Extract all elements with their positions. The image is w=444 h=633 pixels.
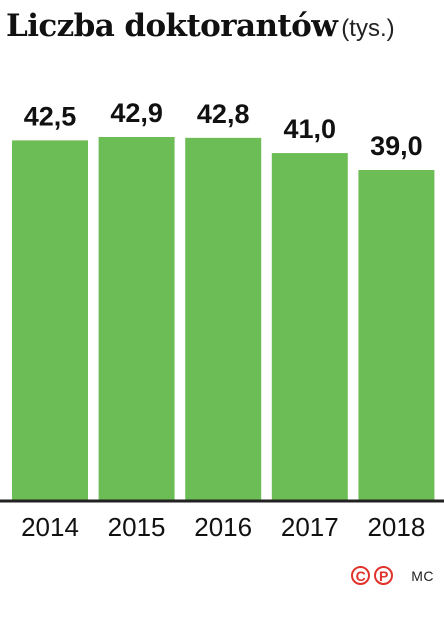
bar-2016 [185,137,262,500]
chart-title: Liczba doktorantów [6,8,338,44]
value-label-2016: 42,8 [197,99,250,129]
value-label-2017: 41,0 [284,114,337,144]
x-tick-2018: 2018 [367,512,425,542]
x-tick-2016: 2016 [194,512,252,542]
x-tick-2017: 2017 [281,512,339,542]
x-tick-2015: 2015 [108,512,166,542]
bar-2014 [12,140,88,500]
value-label-2015: 42,9 [110,98,163,128]
chart-title-row: Liczba doktorantów (tys.) [6,8,395,44]
value-label-2018: 39,0 [370,131,423,161]
copyright-p-icon: P [374,566,394,585]
x-tick-2014: 2014 [21,512,79,542]
copyright-c-icon: C [351,566,371,585]
author-initials: MC [411,567,434,584]
bar-chart: 42,5 2014 42,9 2015 42,8 2016 41,0 2017 39,0 2018 [0,98,444,542]
chart-unit: (tys.) [341,15,395,42]
value-label-2014: 42,5 [24,101,77,131]
bar-2017 [271,153,348,501]
bar-2015 [98,137,175,500]
footer: C P MC [351,566,434,585]
bar-2018 [358,170,435,500]
